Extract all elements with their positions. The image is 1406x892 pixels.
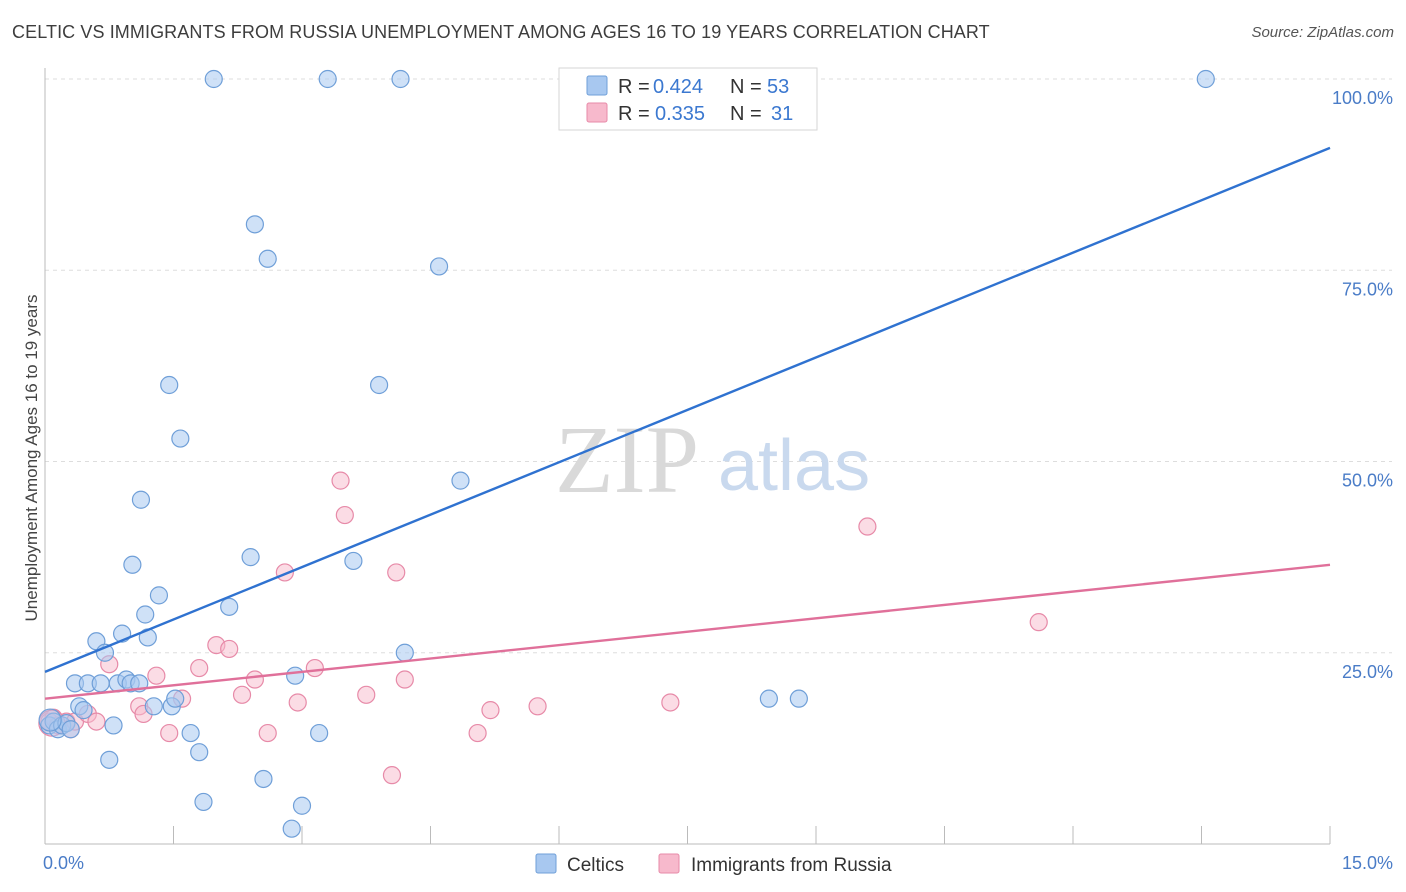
legend-n-label-russia: N = (730, 103, 762, 125)
y-tick-label: 75.0% (1342, 279, 1393, 299)
bottom-legend-swatch-celtics (535, 853, 557, 874)
x-tick-label: 15.0% (1342, 853, 1393, 873)
legend-n-value-russia: 31 (771, 103, 793, 125)
celtics-point (123, 555, 142, 574)
russia-point (258, 723, 277, 743)
celtics-trend-line (44, 146, 1331, 673)
bottom-legend-celtics: Celtics (567, 855, 624, 876)
y-axis-label: Unemployment Among Ages 16 to 19 years (22, 295, 41, 622)
russia-point (160, 723, 179, 743)
russia-trend-line (44, 563, 1331, 700)
celtics-point (166, 689, 185, 708)
watermark-zip: ZIP (555, 406, 699, 513)
celtics-point (149, 586, 169, 605)
celtics-point (1196, 69, 1215, 89)
celtics-point (136, 605, 155, 624)
bottom-legend-swatch-russia (658, 853, 680, 874)
watermark-atlas: atlas (718, 426, 870, 506)
russia-point (220, 639, 239, 659)
bottom-legend: Celtics Immigrants from Russia (535, 853, 892, 876)
celtics-point (789, 689, 808, 708)
russia-point (245, 670, 264, 689)
celtics-point (144, 697, 163, 716)
celtics-point (395, 643, 414, 662)
celtics-point (258, 249, 277, 268)
russia-point (335, 505, 354, 525)
watermark: ZIP atlas (555, 406, 870, 513)
celtics-point (254, 769, 273, 789)
x-tick-label: 0.0% (43, 853, 84, 873)
legend-n-label-celtics: N = (730, 76, 762, 98)
bottom-legend-russia: Immigrants from Russia (691, 855, 892, 876)
legend-r-label-russia: R = (618, 103, 650, 125)
legend-r-value-russia: 0.335 (655, 103, 705, 125)
celtics-point (74, 701, 93, 720)
celtics-point (91, 674, 110, 693)
russia-point (87, 712, 106, 731)
celtics-point (245, 215, 264, 234)
y-tick-label: 100.0% (1332, 88, 1393, 108)
celtics-point (38, 708, 62, 732)
celtics-point (241, 548, 260, 567)
russia-point (382, 766, 402, 785)
grid-lines: 100.0% 75.0% 50.0% 25.0% (45, 78, 1393, 682)
celtics-point (286, 666, 305, 685)
axes: 0.0% 15.0% (43, 68, 1393, 873)
celtics-point (759, 689, 778, 708)
russia-point (232, 685, 252, 704)
celtics-point (181, 723, 200, 743)
russia-point (190, 658, 209, 678)
celtics-point (160, 375, 179, 395)
russia-point (331, 471, 350, 490)
legend-r-label-celtics: R = (618, 76, 650, 98)
trend-lines (44, 146, 1331, 700)
celtics-point (104, 716, 123, 735)
celtics-point (190, 743, 209, 762)
y-tick-label: 25.0% (1342, 662, 1393, 682)
celtics-series-points (38, 69, 1215, 838)
celtics-point (318, 69, 337, 89)
celtics-point (220, 597, 239, 616)
russia-point (1029, 613, 1048, 632)
celtics-point (61, 720, 80, 739)
celtics-point (344, 551, 363, 571)
y-tick-label: 50.0% (1342, 471, 1393, 491)
russia-point (147, 666, 166, 685)
celtics-point (310, 723, 329, 743)
celtics-point (451, 471, 470, 490)
celtics-point (370, 375, 389, 395)
celtics-point (391, 69, 410, 89)
celtics-point (204, 69, 223, 89)
russia-point (858, 517, 877, 536)
celtics-point (429, 257, 449, 276)
russia-point (661, 693, 680, 712)
celtics-point (292, 796, 312, 815)
celtics-point (282, 819, 301, 838)
russia-point (528, 697, 547, 716)
legend-swatch-celtics (586, 75, 608, 96)
russia-point (357, 685, 376, 704)
source-label: Source: ZipAtlas.com (1251, 24, 1394, 41)
chart-title: CELTIC VS IMMIGRANTS FROM RUSSIA UNEMPLO… (12, 22, 990, 42)
russia-point (481, 701, 500, 720)
legend-swatch-russia (586, 102, 608, 123)
russia-point (305, 658, 324, 678)
russia-point (468, 723, 487, 743)
legend-n-value-celtics: 53 (767, 76, 789, 98)
russia-point (288, 693, 307, 712)
celtics-point (131, 490, 151, 509)
legend-box: R = 0.424 N = 53 R = 0.335 N = 31 (558, 67, 818, 131)
celtics-point (100, 750, 119, 769)
celtics-point (194, 792, 213, 812)
celtics-point (171, 429, 190, 448)
russia-point (387, 563, 406, 582)
legend-r-value-celtics: 0.424 (653, 76, 703, 98)
russia-point (395, 670, 414, 689)
